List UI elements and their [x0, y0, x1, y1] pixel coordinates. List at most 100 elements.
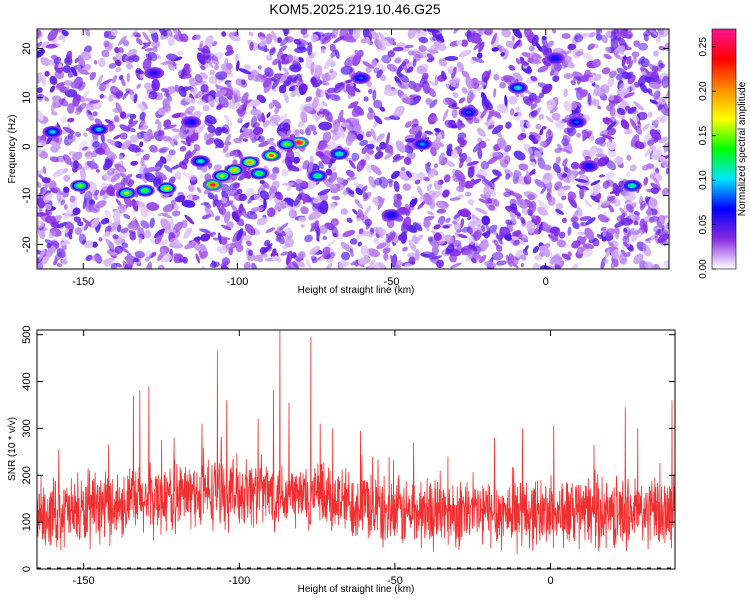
spectrogram-speckle [246, 210, 258, 220]
spectrogram-speckle [205, 231, 214, 237]
spectrogram-speckle [614, 228, 620, 240]
spectrogram-speckle [259, 253, 268, 258]
spectrogram-speckle [72, 207, 81, 216]
spectrogram-hotspot [116, 187, 137, 200]
colorbar-ticks: 0.00 0.05 0.10 0.15 0.20 0.25 [698, 37, 716, 279]
spectrogram-speckle [247, 194, 255, 204]
spectrogram-speckle [600, 84, 610, 94]
spectrogram-speckle [117, 224, 122, 233]
spectrogram-speckle [490, 188, 497, 197]
spectrogram-speckle [194, 74, 203, 84]
spectrogram-speckle [563, 165, 569, 172]
spectrogram-speckle [51, 110, 58, 116]
spectrogram-speckle [373, 115, 383, 125]
spectrogram-speckle [300, 224, 305, 228]
spectrogram-speckle [570, 161, 580, 170]
spectrogram-speckle [502, 49, 509, 60]
spectrogram-speckle [480, 109, 487, 119]
spectrogram-speckle [166, 153, 172, 162]
spectrogram-speckle [615, 91, 620, 105]
spectrogram-speckle [184, 214, 195, 225]
spectrogram-speckle [553, 227, 561, 237]
spectrogram-speckle [394, 76, 402, 86]
spectrogram-hotspot [307, 169, 328, 182]
spectrogram-speckle [374, 151, 384, 160]
spectrogram-speckle [140, 220, 150, 229]
spectrogram-speckle [142, 208, 151, 218]
spectrogram-speckle [315, 112, 325, 122]
spectrogram-speckle [529, 160, 536, 167]
spectrogram-speckle [187, 110, 194, 116]
spectrogram-speckle [69, 195, 76, 203]
spectrogram-speckle [537, 65, 549, 73]
spectrogram-speckle [173, 34, 179, 40]
spectrogram-speckle [492, 169, 502, 177]
spectrogram-speckle [258, 36, 267, 42]
spectrogram-hotspot [329, 147, 350, 160]
spectrogram-speckle [63, 154, 72, 165]
spectrogram-speckle [118, 166, 127, 178]
spectrogram-speckle [162, 98, 170, 110]
spectrogram-speckle [210, 53, 219, 66]
spectrogram-speckle [461, 70, 470, 78]
spectrogram-speckle [97, 57, 106, 68]
spectrogram-speckle [443, 225, 450, 229]
spectrogram-hotspot [212, 169, 232, 182]
spectrogram-speckle [170, 199, 176, 206]
spectrogram-speckle [458, 97, 466, 104]
spectrogram-speckle [110, 29, 118, 37]
spectrogram-speckle [621, 71, 632, 80]
spectrogram-speckle [108, 62, 117, 69]
spectrogram-speckle [556, 239, 566, 248]
spectrogram-speckle [622, 241, 629, 248]
spectrogram-speckle [459, 158, 464, 169]
spectrogram-speckle [379, 74, 387, 81]
spectrogram-speckle [602, 227, 607, 238]
spectrogram-speckle [120, 77, 126, 87]
spectrogram-speckle [106, 138, 119, 147]
spectrogram-speckle [286, 185, 292, 192]
spectrogram-speckle [159, 156, 167, 164]
spectrogram-speckle [451, 194, 464, 202]
spectrogram-speckle [61, 258, 68, 265]
spectrogram-speckle [123, 40, 130, 47]
spectrogram-speckle [348, 159, 356, 170]
spectrogram-speckle [534, 179, 546, 188]
spectrogram-speckle [176, 194, 186, 203]
spectrogram-speckle [484, 120, 496, 126]
spectrogram-speckle [108, 124, 116, 132]
spectrogram-speckle [41, 177, 51, 184]
spectrogram-speckle [623, 92, 635, 98]
snr-frame [36, 329, 676, 570]
spectrogram-speckle [41, 81, 47, 86]
spectrogram-speckle [230, 203, 239, 215]
spectrogram-speckle [423, 83, 432, 91]
snr-panel: -150 -100 -50 0 0 100 200 300 400 500 Height of … [7, 326, 676, 595]
spectrogram-speckle [588, 76, 595, 84]
spectrogram-speckle [270, 77, 277, 83]
spectrogram-speckle [160, 61, 175, 65]
spectrogram-speckle [488, 176, 500, 185]
spectrogram-speckle [491, 251, 504, 261]
spectrogram-speckle [347, 158, 354, 163]
spectrogram-speckle [443, 174, 451, 183]
spectrogram-speckle [151, 80, 157, 89]
colorbar-tick-label: 0.20 [698, 81, 709, 101]
spectrogram-speckle [283, 91, 289, 104]
spectrogram-hotspot [134, 184, 155, 197]
spectrogram-speckle [663, 260, 669, 268]
spectrogram-speckle [45, 249, 53, 258]
spectrogram-speckle [416, 65, 427, 75]
spectrogram-speckle [341, 122, 350, 128]
spectrogram-speckle [58, 156, 65, 164]
spectrogram-speckle [457, 209, 472, 218]
spectrogram-speckle [170, 164, 182, 170]
spectrogram-speckle [511, 35, 515, 42]
spectrogram-speckle [160, 218, 171, 230]
spectrogram-speckle [516, 198, 528, 209]
spectrogram-speckle [530, 103, 538, 110]
spectrogram-speckle [467, 166, 475, 178]
spectrogram-speckle [500, 227, 510, 235]
spectrogram-speckle [103, 40, 110, 48]
spectrogram-speckle [305, 96, 313, 102]
